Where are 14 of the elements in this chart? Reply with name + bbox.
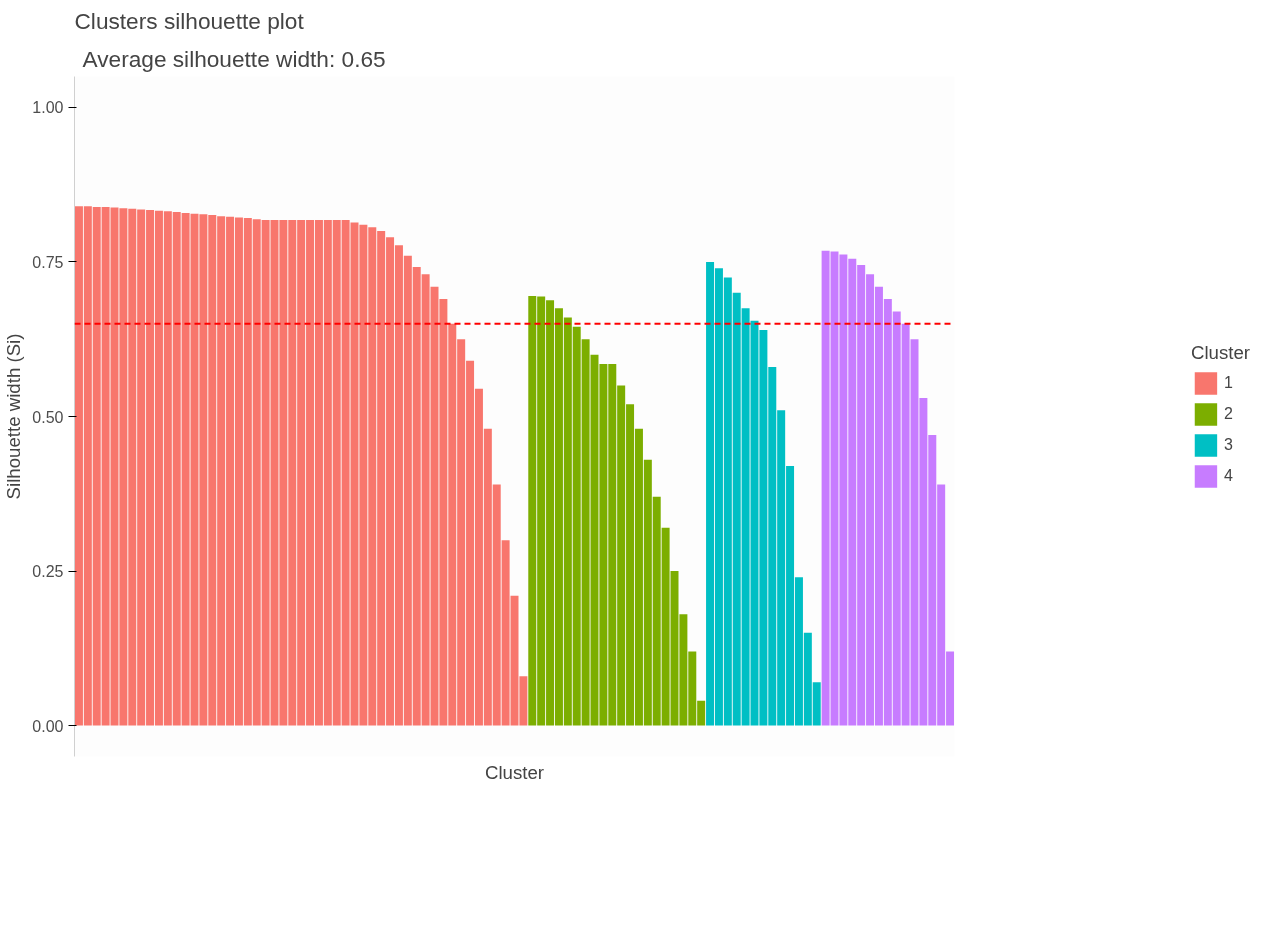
- legend-label: 3: [1223, 436, 1234, 454]
- chart-title: Clusters silhouette plot: [74, 7, 305, 34]
- legend-title: Cluster: [1190, 342, 1251, 364]
- y-tick-label: 0.50: [32, 408, 64, 426]
- y-axis-title: Silhouette width (Si): [3, 333, 25, 500]
- y-tick-label: 0.25: [32, 563, 64, 581]
- legend-label: 2: [1223, 405, 1234, 423]
- y-tick-label: 0.00: [32, 717, 64, 735]
- legend-label: 1: [1223, 374, 1234, 392]
- y-tick-label: 1.00: [32, 99, 64, 117]
- y-tick-label: 0.75: [32, 253, 64, 271]
- chart-subtitle: Average silhouette width: 0.65: [82, 45, 386, 72]
- x-axis-title: Cluster: [484, 761, 545, 783]
- legend-label: 4: [1223, 467, 1234, 485]
